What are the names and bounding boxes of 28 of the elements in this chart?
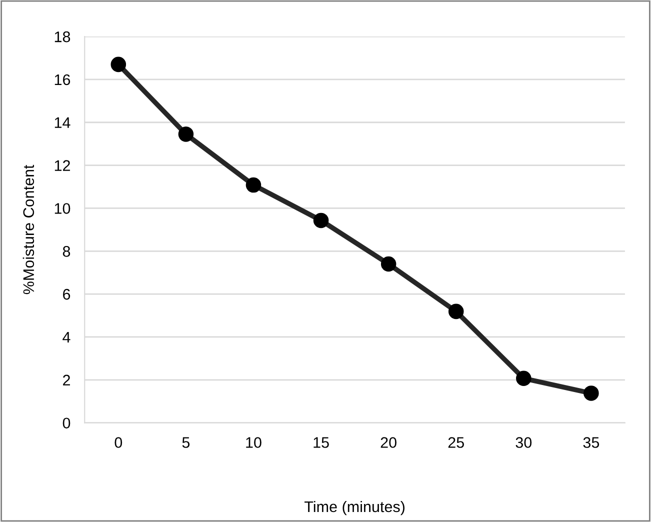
y-tick-label: 14 xyxy=(54,117,70,128)
point xyxy=(246,177,262,193)
point xyxy=(516,370,532,386)
y-tick-label: 8 xyxy=(62,246,70,257)
y-tick-label: 18 xyxy=(54,31,70,42)
x-axis-title: Time (minutes) xyxy=(304,500,404,516)
y-tick-label: 12 xyxy=(54,160,70,171)
x-tick-label: 0 xyxy=(114,437,122,448)
point xyxy=(584,386,599,401)
point xyxy=(110,56,126,72)
point xyxy=(448,304,464,320)
y-tick-label: 16 xyxy=(54,74,70,86)
x-tick-label: 35 xyxy=(583,437,600,448)
point xyxy=(178,126,194,142)
x-tick-label: 25 xyxy=(448,437,464,448)
y-tick-label: 4 xyxy=(62,332,70,343)
y-tick-label: 10 xyxy=(54,203,70,214)
y-tick-label: 0 xyxy=(62,418,70,429)
y-axis-title: %Moisture Content xyxy=(22,164,34,294)
point xyxy=(380,256,396,272)
x-tick-label: 20 xyxy=(380,437,396,448)
point xyxy=(313,212,329,228)
x-tick-label: 10 xyxy=(246,437,262,448)
x-tick-label: 5 xyxy=(182,437,190,448)
y-tick-label: 6 xyxy=(63,288,70,300)
y-tick-label: 2 xyxy=(63,374,70,386)
x-tick-label: 30 xyxy=(516,437,532,448)
x-tick-label: 15 xyxy=(314,437,329,448)
